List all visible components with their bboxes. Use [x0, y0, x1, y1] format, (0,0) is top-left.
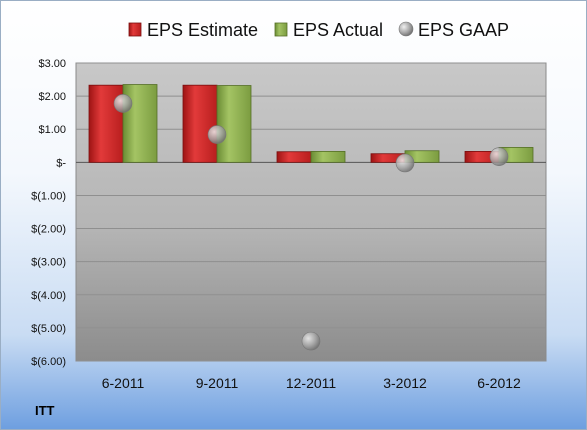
- x-tick-label: 6-2011: [102, 375, 145, 391]
- y-tick-label: $3.00: [38, 58, 66, 70]
- y-tick-label: $(6.00): [31, 356, 66, 368]
- legend-entry: EPS Estimate: [147, 20, 258, 40]
- point-eps-gaap: [113, 94, 133, 113]
- bar-eps-estimate: [182, 84, 218, 163]
- y-tick-label: $-: [56, 157, 66, 169]
- y-tick-label: $2.00: [38, 91, 66, 103]
- bar-eps-actual: [310, 151, 346, 163]
- bar-eps-estimate: [276, 151, 312, 163]
- y-tick-label: $(5.00): [31, 323, 66, 335]
- y-tick-label: $(1.00): [31, 190, 66, 202]
- x-tick-label: 6-2012: [477, 375, 521, 391]
- point-eps-gaap: [207, 125, 227, 144]
- legend-entry: EPS Actual: [293, 20, 383, 40]
- ticker-label: ITT: [35, 403, 55, 418]
- bar-eps-actual: [122, 84, 158, 163]
- x-tick-label: 12-2011: [286, 375, 337, 391]
- point-eps-gaap: [395, 153, 415, 173]
- legend-marker-eps-estimate: [128, 22, 142, 37]
- y-tick-label: $(3.00): [31, 257, 66, 269]
- legend-marker-eps-gaap: [398, 21, 414, 37]
- y-tick-label: $(2.00): [31, 224, 66, 236]
- point-eps-gaap: [489, 147, 509, 167]
- x-tick-label: 3-2012: [383, 375, 427, 391]
- legend-entry: EPS GAAP: [418, 20, 509, 40]
- x-tick-label: 9-2011: [196, 375, 239, 391]
- y-tick-label: $(4.00): [31, 290, 66, 302]
- point-eps-gaap: [301, 331, 321, 351]
- bar-eps-actual: [216, 85, 252, 163]
- legend-marker-eps-actual: [274, 22, 288, 37]
- y-tick-label: $1.00: [38, 124, 66, 136]
